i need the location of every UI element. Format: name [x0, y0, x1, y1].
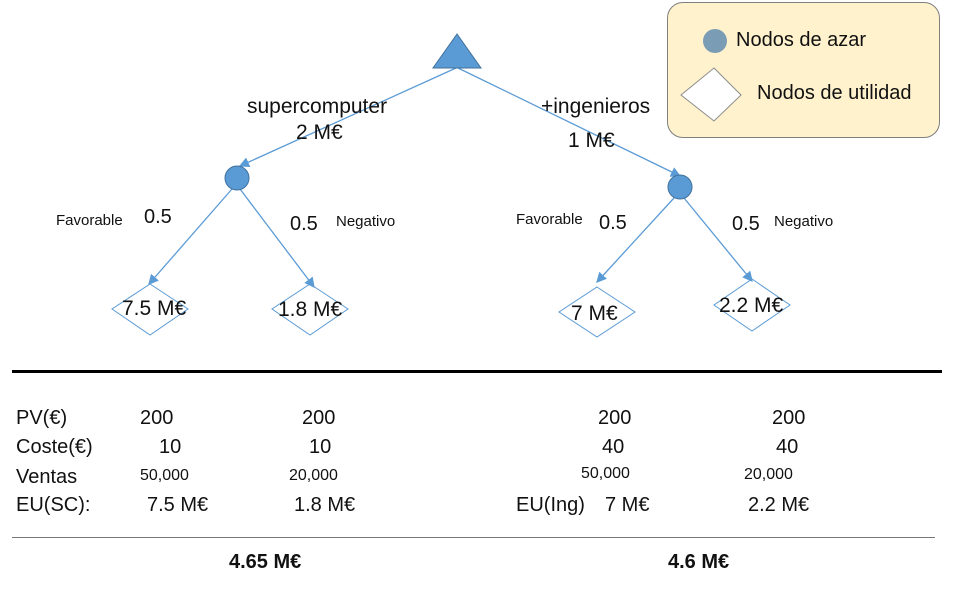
utility-right-neg: 2.2 M€: [719, 294, 784, 317]
left-fav-label: Favorable: [56, 212, 123, 229]
pv-cell: 200: [772, 407, 806, 429]
option-left-cost: 2 M€: [296, 121, 343, 144]
legend: Nodos de azar Nodos de utilidad: [667, 2, 940, 138]
eu-cell: 1.8 M€: [294, 494, 356, 516]
coste-cell: 40: [602, 436, 625, 458]
edge-root-right: [457, 67, 682, 177]
utility-right-fav: 7 M€: [571, 302, 618, 325]
coste-cell: 10: [309, 436, 332, 458]
utility-left-neg: 1.8 M€: [278, 298, 343, 321]
row-label-coste: Coste(€): [16, 436, 93, 458]
chance-node-legend-icon: [703, 29, 727, 53]
edge-left-neg: [239, 188, 315, 289]
option-right-label: +ingenieros: [541, 95, 651, 118]
coste-cell: 40: [776, 436, 799, 458]
eu-cell: 7 M€: [605, 494, 650, 516]
edge-left-fav: [148, 188, 233, 285]
pv-cell: 200: [302, 407, 336, 429]
row-label-ventas: Ventas: [16, 466, 78, 488]
ventas-cell: 50,000: [140, 467, 189, 484]
ventas-cell: 20,000: [289, 467, 338, 484]
eu-cell: 2.2 M€: [748, 494, 810, 516]
utility-left-fav: 7.5 M€: [122, 297, 187, 320]
edge-right-fav: [596, 197, 675, 283]
row-label-pv: PV(€): [16, 407, 68, 429]
ventas-cell: 20,000: [744, 466, 793, 483]
decision-node-icon: [432, 33, 482, 69]
total-left: 4.65 M€: [229, 551, 302, 573]
chance-node-left-icon: [224, 165, 250, 191]
row-label-eu: EU(SC):: [16, 494, 91, 516]
right-fav-label: Favorable: [516, 211, 583, 228]
coste-cell: 10: [159, 436, 182, 458]
left-neg-label: Negativo: [336, 213, 396, 230]
option-right-cost: 1 M€: [568, 129, 615, 152]
pv-cell: 200: [598, 407, 632, 429]
left-fav-prob: 0.5: [144, 206, 172, 228]
eu-cell: 7.5 M€: [147, 494, 209, 516]
legend-utility-label: Nodos de utilidad: [757, 82, 912, 104]
divider-thin: [12, 537, 935, 538]
chance-node-right-icon: [667, 174, 693, 200]
legend-chance-label: Nodos de azar: [736, 29, 867, 51]
total-right: 4.6 M€: [668, 551, 730, 573]
edge-right-neg: [683, 197, 753, 283]
left-neg-prob: 0.5: [290, 213, 318, 235]
right-neg-label: Negativo: [774, 213, 834, 230]
utility-node-icon: [111, 283, 189, 336]
row-label-eu-ing: EU(Ing): [516, 494, 585, 516]
option-left-label: supercomputer: [247, 95, 388, 118]
right-neg-prob: 0.5: [732, 213, 760, 235]
utility-node-icon: [558, 286, 636, 338]
pv-cell: 200: [140, 407, 174, 429]
divider-thick: [12, 370, 942, 373]
utility-node-legend-icon: [680, 67, 742, 122]
ventas-cell: 50,000: [581, 465, 630, 482]
edge-root-left: [238, 67, 457, 167]
right-fav-prob: 0.5: [599, 212, 627, 234]
utility-node-icon: [271, 283, 349, 336]
utility-node-icon: [713, 278, 791, 332]
